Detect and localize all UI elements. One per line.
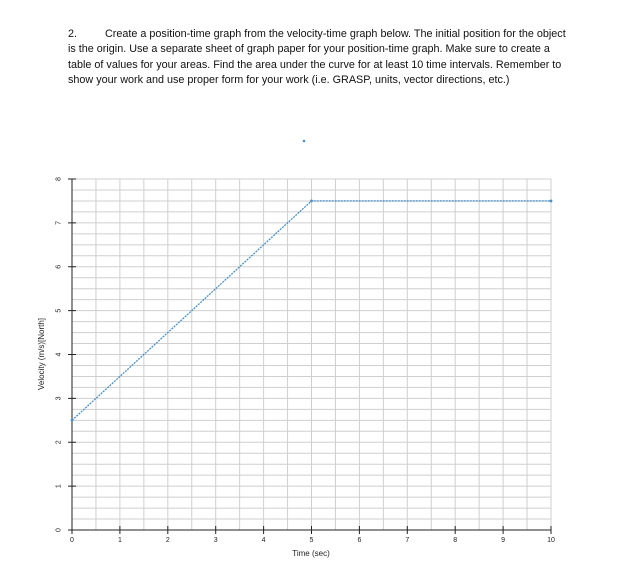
x-tick-label: 7 bbox=[405, 537, 409, 544]
y-tick-label: 0 bbox=[56, 528, 63, 532]
y-tick-label: 4 bbox=[56, 352, 63, 356]
question-text: 2. Create a position-time graph from the … bbox=[68, 27, 568, 88]
series-point bbox=[549, 199, 553, 203]
x-tick-label: 5 bbox=[310, 537, 314, 544]
x-tick-label: 8 bbox=[453, 537, 457, 544]
chart-series bbox=[70, 199, 553, 422]
x-tick-label: 6 bbox=[357, 537, 361, 544]
series-point bbox=[310, 199, 313, 203]
x-tick-label: 0 bbox=[70, 537, 74, 544]
y-tick-label: 7 bbox=[56, 221, 63, 225]
y-tick-labels: 0 1 2 3 4 5 6 7 8 bbox=[56, 177, 63, 532]
y-axis-title: Velocity (m/s)[North] bbox=[37, 318, 46, 390]
x-tick-label: 1 bbox=[118, 537, 122, 544]
x-tick-label: 2 bbox=[166, 537, 170, 544]
x-tick-labels: 0 1 2 3 4 5 6 7 8 9 10 bbox=[70, 537, 555, 544]
stray-dot bbox=[302, 139, 306, 143]
chart-axes bbox=[68, 178, 552, 534]
chart-grid bbox=[71, 178, 552, 531]
y-tick-label: 3 bbox=[56, 396, 63, 400]
y-tick-label: 6 bbox=[56, 265, 63, 269]
question-number: 2. bbox=[68, 28, 78, 40]
y-tick-label: 2 bbox=[56, 440, 63, 444]
y-tick-label: 8 bbox=[56, 177, 63, 181]
series-point bbox=[70, 418, 74, 422]
question-body: Create a position-time graph from the ve… bbox=[68, 28, 566, 86]
y-tick-label: 1 bbox=[56, 484, 63, 488]
x-tick-label: 3 bbox=[214, 537, 218, 544]
x-tick-label: 10 bbox=[547, 537, 555, 544]
x-axis-title: Time (sec) bbox=[292, 549, 330, 558]
x-tick-label: 4 bbox=[262, 537, 266, 544]
y-tick-label: 5 bbox=[56, 309, 63, 313]
x-tick-label: 9 bbox=[501, 537, 505, 544]
